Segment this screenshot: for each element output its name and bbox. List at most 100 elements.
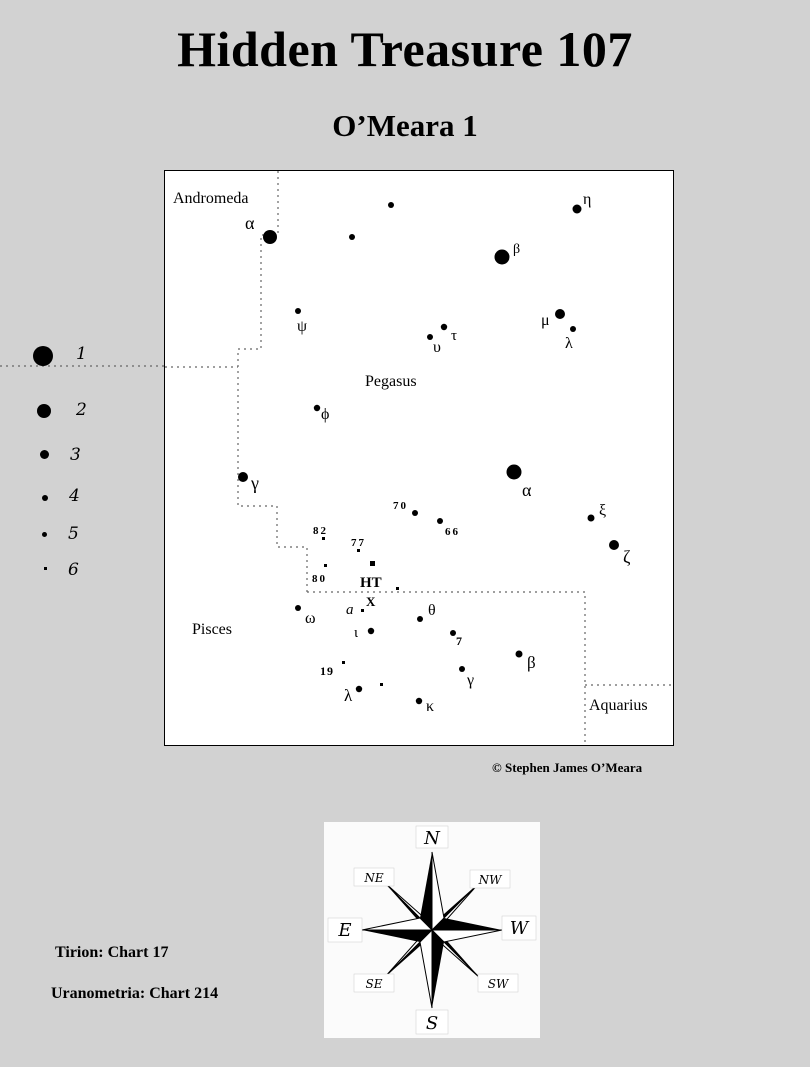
star-label: τ <box>451 328 457 344</box>
star-label: γ <box>466 672 474 689</box>
star-70-pegasi <box>412 510 418 516</box>
star-label: η <box>583 191 591 208</box>
star-label: 66 <box>445 526 460 538</box>
star-label: μ <box>541 312 550 329</box>
star-label: 77 <box>351 537 366 549</box>
star-label: 80 <box>312 573 327 585</box>
star-eta-pegasi <box>572 204 582 214</box>
legend-dot-mag1 <box>33 346 53 366</box>
star <box>349 234 355 240</box>
legend-label-mag3: 3 <box>70 445 81 465</box>
legend-label-mag4: 4 <box>69 486 80 506</box>
compass-label-ne: NE <box>363 871 384 885</box>
star-label: α <box>522 480 532 500</box>
star <box>380 683 383 686</box>
star-77-pegasi <box>357 549 360 552</box>
legend-label-mag1: 1 <box>76 344 87 364</box>
stars <box>238 202 619 705</box>
star-label: α <box>245 213 255 233</box>
star-label: β <box>513 242 520 257</box>
star-label: ξ <box>599 502 606 519</box>
legend-dot-mag4 <box>42 495 48 501</box>
star-beta-pegasi <box>494 249 510 265</box>
star <box>396 587 399 590</box>
star-tau-pegasi <box>440 323 448 331</box>
legend-label-mag6: 6 <box>68 560 79 580</box>
copyright-credit: © Stephen James O’Meara <box>492 760 643 775</box>
compass-cardinal-points <box>361 851 503 1009</box>
star-label: 70 <box>393 500 408 512</box>
star-label: λ <box>565 335 573 352</box>
star-66-pegasi <box>437 518 443 524</box>
compass-label-e: E <box>337 920 351 941</box>
star-kappa-piscium <box>415 697 423 705</box>
star-label: λ <box>344 686 353 705</box>
legend-label-mag5: 5 <box>68 524 79 544</box>
star-label: β <box>527 653 536 672</box>
star-chart: Andromeda Pegasus Pisces Aquarius α η β … <box>164 170 674 746</box>
star-gamma-pegasi <box>238 472 248 482</box>
star-a <box>361 609 364 612</box>
star-label: ι <box>354 625 358 641</box>
atlas-uranometria: Uranometria: Chart 214 <box>51 985 219 1002</box>
constellation-andromeda: Andromeda <box>173 190 249 207</box>
compass-label-w: W <box>510 918 530 939</box>
star-label: ζ <box>623 547 631 567</box>
star-gamma-piscium <box>459 666 465 672</box>
star-xi-pegasi <box>587 514 595 522</box>
page-title: Hidden Treasure 107 <box>177 21 633 77</box>
constellation-aquarius: Aquarius <box>589 697 648 714</box>
legend-label-mag2: 2 <box>76 400 87 420</box>
ht-target-label: HT <box>360 575 382 591</box>
star-label: κ <box>426 698 434 715</box>
legend-dot-mag3 <box>40 450 49 459</box>
star-19-piscium <box>342 661 345 664</box>
atlas-tirion: Tirion: Chart 17 <box>55 944 169 961</box>
star-label: υ <box>433 339 441 356</box>
compass-label-s: S <box>426 1013 438 1034</box>
ht-target-marker <box>370 561 375 566</box>
page-subtitle: O’Meara 1 <box>332 108 478 143</box>
star-beta-piscium <box>515 650 523 658</box>
star-7-piscium <box>450 630 456 636</box>
pegasus-pisces-aquarius-boundary <box>307 591 586 744</box>
star-label: ϕ <box>321 406 329 423</box>
star-82-pegasi <box>322 537 325 540</box>
compass-label-n: N <box>423 828 441 849</box>
star-label: γ <box>250 473 259 493</box>
star-label: 19 <box>320 664 334 678</box>
compass-rose-icon: N NE NW E W SE SW S <box>327 825 537 1035</box>
compass-label-nw: NW <box>478 873 504 887</box>
legend-dot-mag6 <box>44 567 47 570</box>
star-80-pegasi <box>324 564 327 567</box>
star-label: X <box>366 594 376 609</box>
star-label: 82 <box>313 525 328 537</box>
star-lambda-piscium <box>355 685 363 693</box>
star-psi-pegasi <box>295 308 301 314</box>
star-alpha-andromedae <box>263 230 277 244</box>
compass-rose: N NE NW E W SE SW S <box>324 822 540 1038</box>
compass-label-sw: SW <box>488 977 510 991</box>
star-omega-piscium <box>295 605 301 611</box>
star-label: a <box>346 602 354 618</box>
map-labels: Andromeda Pegasus Pisces Aquarius α η β … <box>173 190 648 715</box>
star-lambda-pegasi <box>570 326 576 332</box>
star-label: ψ <box>297 318 307 335</box>
star-map <box>165 171 672 744</box>
star-mu-pegasi <box>555 309 565 319</box>
star-zeta-pegasi <box>609 540 619 550</box>
star-label: 7 <box>456 634 462 648</box>
compass-label-se: SE <box>366 977 383 991</box>
star-upsilon-pegasi <box>427 334 433 340</box>
star-iota-piscium <box>367 627 375 635</box>
star-phi-pegasi <box>313 404 321 412</box>
star <box>388 202 394 208</box>
constellation-pegasus: Pegasus <box>365 373 417 390</box>
constellation-pisces: Pisces <box>192 621 232 638</box>
star-alpha-pegasi <box>506 464 522 480</box>
star-label: θ <box>428 602 436 619</box>
star-label: ω <box>305 610 316 627</box>
legend-dot-mag5 <box>42 532 47 537</box>
legend-dot-mag2 <box>37 404 51 418</box>
star-theta-piscium <box>417 616 423 622</box>
